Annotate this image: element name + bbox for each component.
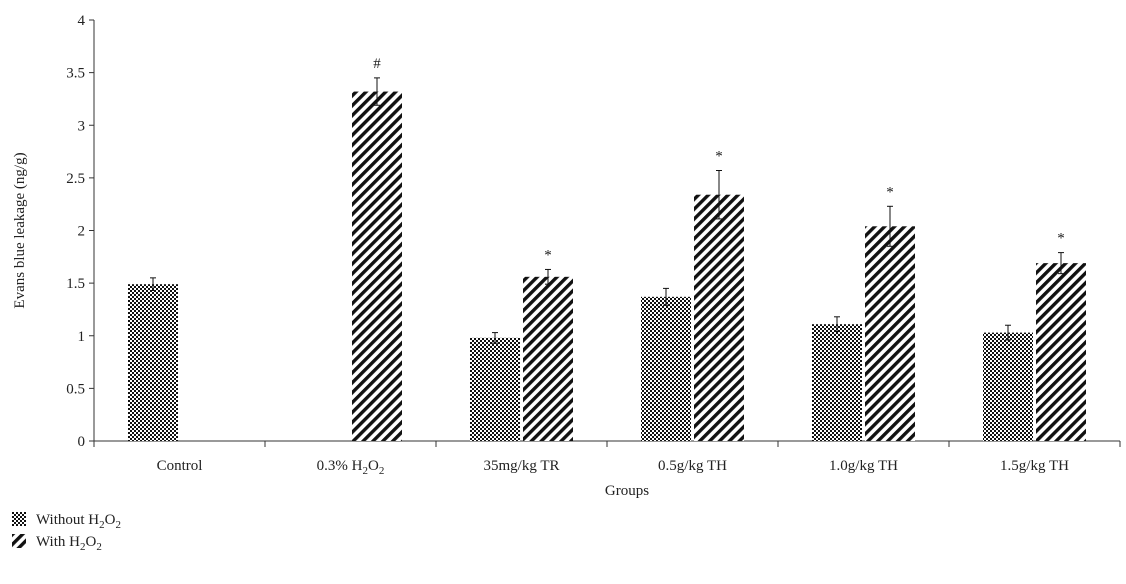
y-tick-label: 0.5 [66,381,85,397]
x-tick-label: 0.5g/kg TH [658,458,727,474]
labels: # * * * * [373,56,1065,264]
x-tick-label: 1.5g/kg TH [1000,458,1069,474]
y-tick-label: 4 [78,13,86,29]
bar-without-0 [128,284,178,441]
y-tick-label: 3.5 [66,66,85,82]
significance-mark: * [544,247,552,263]
bar-without-4 [812,324,862,441]
bar-without-5 [983,332,1033,441]
legend-label: With H2O2 [36,534,102,553]
significance-mark: * [715,149,723,165]
bar-with-3 [694,194,744,441]
axes: 0 0.5 1 1.5 2 2.5 3 3.5 4 Control 0.3% H2O2 35mg/kg… [12,13,1121,499]
y-tick-label: 1 [78,329,86,345]
bar-without-2 [470,337,520,441]
bar-with-2 [523,276,573,441]
significance-mark: * [886,184,894,200]
significance-mark: # [373,56,381,72]
significance-mark: * [1057,231,1065,247]
legend: Without H2O2 With H2O2 [12,512,121,553]
y-tick-label: 0 [78,434,86,450]
legend-swatch [12,534,26,548]
bar-with-4 [865,226,915,441]
y-tick-label: 1.5 [66,276,85,292]
legend-swatch [12,512,26,526]
x-tick-label: Control [157,458,203,474]
y-axis-title: Evans blue leakage (ng/g) [12,152,28,308]
x-tick-label: 1.0g/kg TH [829,458,898,474]
x-tick-label: 0.3% H2O2 [317,458,385,477]
bar-with-1 [352,91,402,441]
y-tick-label: 2.5 [66,171,85,187]
y-tick-label: 2 [78,224,86,240]
x-tick-label: 35mg/kg TR [484,458,560,474]
bar-with-5 [1036,263,1086,441]
x-axis-title: Groups [605,483,649,499]
y-tick-label: 3 [78,118,86,134]
bar-without-3 [641,296,691,441]
bars [128,77,1086,441]
legend-label: Without H2O2 [36,512,121,531]
